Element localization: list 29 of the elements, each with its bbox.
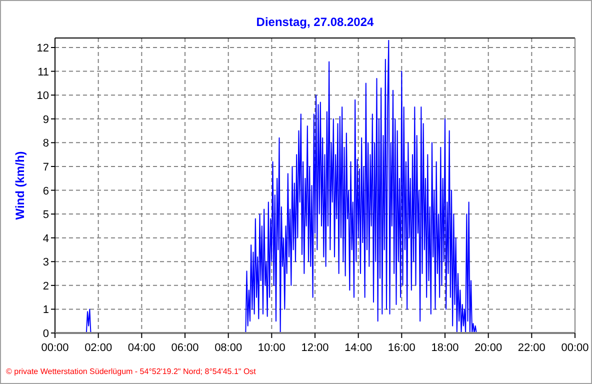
- x-tick-label: 04:00: [128, 342, 156, 354]
- x-tick-label: 18:00: [431, 342, 459, 354]
- y-tick-label: 6: [42, 185, 49, 198]
- y-tick-label: 7: [42, 161, 49, 174]
- y-tick-label: 4: [42, 232, 49, 245]
- y-axis-title: Wind (km/h): [13, 151, 27, 220]
- text: © private Wetterstation Süderlügum - 54°52'19.2" Nord; 8°54'45.1" Ost: [6, 367, 257, 376]
- y-tick-label: 1: [42, 304, 49, 316]
- y-tick-label: 2: [42, 280, 49, 292]
- x-tick-label: 02:00: [84, 342, 112, 354]
- x-tick-label: 12:00: [301, 342, 329, 354]
- y-tick-label: 11: [38, 66, 49, 78]
- x-tick-label: 16:00: [388, 342, 416, 354]
- x-tick-label: 08:00: [214, 342, 242, 354]
- x-tick-label: 14:00: [344, 342, 372, 354]
- x-tick-label: 10:00: [258, 342, 286, 354]
- y-tick-label: 3: [42, 256, 49, 269]
- x-tick-label: 06:00: [171, 342, 199, 354]
- x-tick-label: 20:00: [474, 342, 502, 354]
- x-tick-label: 00:00: [561, 342, 589, 354]
- y-tick-label: 5: [42, 209, 49, 222]
- y-tick-label: 10: [36, 90, 49, 102]
- y-tick-label: 9: [42, 114, 49, 126]
- y-tick-label: 0: [42, 328, 49, 340]
- chart-title: Dienstag, 27.08.2024: [256, 15, 374, 29]
- y-tick-label: 8: [42, 138, 49, 150]
- x-tick-label: 00:00: [41, 342, 69, 354]
- x-tick-label: 22:00: [518, 342, 546, 354]
- y-tick-label: 12: [36, 42, 49, 55]
